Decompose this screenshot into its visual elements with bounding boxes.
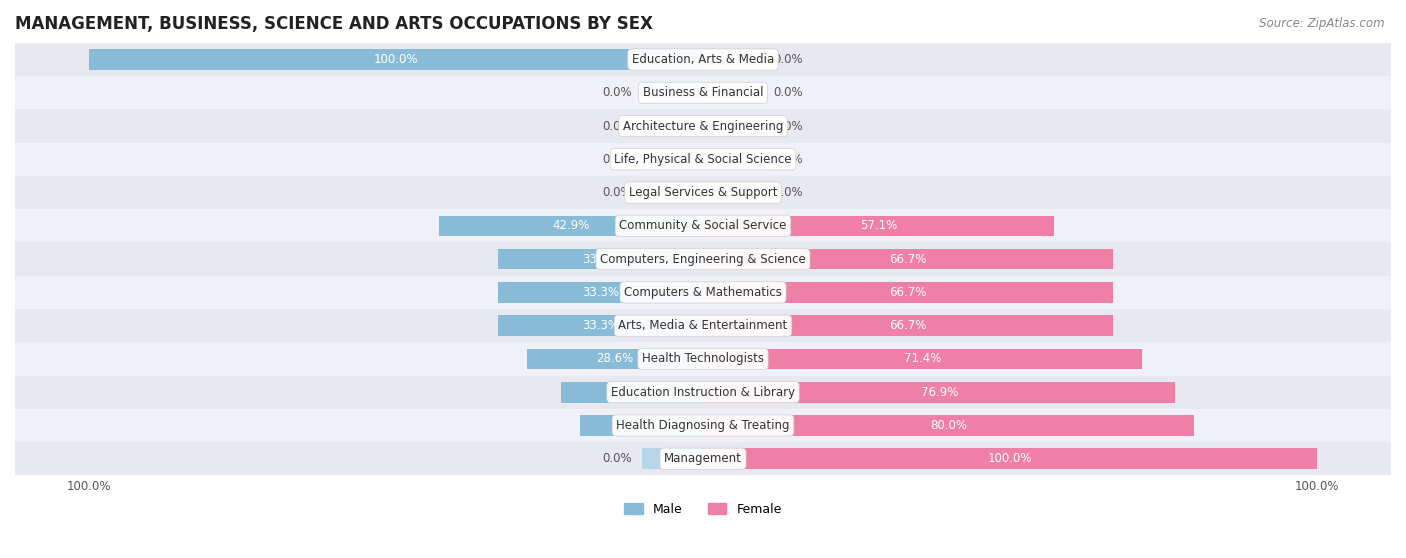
Bar: [581, 415, 703, 436]
Bar: [703, 415, 1195, 436]
Text: 0.0%: 0.0%: [773, 119, 803, 133]
Bar: [440, 215, 703, 236]
Bar: [561, 382, 703, 402]
Text: 57.1%: 57.1%: [859, 219, 897, 232]
Bar: [15, 442, 1391, 475]
Text: 0.0%: 0.0%: [603, 119, 633, 133]
Text: 33.3%: 33.3%: [582, 253, 619, 266]
Text: Business & Financial: Business & Financial: [643, 86, 763, 99]
Bar: [641, 182, 703, 203]
Text: 66.7%: 66.7%: [889, 286, 927, 299]
Bar: [641, 149, 703, 170]
Bar: [527, 349, 703, 369]
Text: 33.3%: 33.3%: [582, 319, 619, 332]
Text: 20.0%: 20.0%: [623, 419, 661, 432]
Text: 0.0%: 0.0%: [603, 452, 633, 465]
Bar: [641, 83, 703, 103]
Text: 33.3%: 33.3%: [582, 286, 619, 299]
Bar: [15, 43, 1391, 76]
Bar: [15, 176, 1391, 209]
Bar: [15, 276, 1391, 309]
Text: 100.0%: 100.0%: [374, 53, 418, 66]
Bar: [703, 182, 765, 203]
Bar: [15, 309, 1391, 342]
Bar: [15, 209, 1391, 243]
Bar: [15, 76, 1391, 109]
Text: Community & Social Service: Community & Social Service: [619, 219, 787, 232]
Bar: [703, 382, 1175, 402]
Bar: [89, 49, 703, 70]
Bar: [703, 215, 1053, 236]
Text: 80.0%: 80.0%: [931, 419, 967, 432]
Text: 71.4%: 71.4%: [904, 353, 941, 365]
Bar: [641, 449, 703, 469]
Text: 0.0%: 0.0%: [773, 53, 803, 66]
Text: 23.1%: 23.1%: [613, 386, 651, 399]
Text: 100.0%: 100.0%: [988, 452, 1032, 465]
Bar: [703, 116, 765, 136]
Text: Health Technologists: Health Technologists: [643, 353, 763, 365]
Text: 0.0%: 0.0%: [603, 86, 633, 99]
Bar: [703, 282, 1112, 302]
Bar: [703, 49, 765, 70]
Bar: [703, 315, 1112, 336]
Text: Source: ZipAtlas.com: Source: ZipAtlas.com: [1260, 17, 1385, 30]
Text: 0.0%: 0.0%: [603, 186, 633, 199]
Text: 0.0%: 0.0%: [773, 186, 803, 199]
Bar: [703, 149, 765, 170]
Text: Computers & Mathematics: Computers & Mathematics: [624, 286, 782, 299]
Text: 0.0%: 0.0%: [773, 86, 803, 99]
Text: Arts, Media & Entertainment: Arts, Media & Entertainment: [619, 319, 787, 332]
Bar: [703, 349, 1142, 369]
Bar: [15, 109, 1391, 143]
Text: Computers, Engineering & Science: Computers, Engineering & Science: [600, 253, 806, 266]
Text: 0.0%: 0.0%: [603, 153, 633, 166]
Text: Management: Management: [664, 452, 742, 465]
Text: 66.7%: 66.7%: [889, 319, 927, 332]
Text: 76.9%: 76.9%: [921, 386, 957, 399]
Bar: [15, 342, 1391, 376]
Bar: [499, 249, 703, 270]
Bar: [703, 83, 765, 103]
Text: Architecture & Engineering: Architecture & Engineering: [623, 119, 783, 133]
Bar: [499, 315, 703, 336]
Text: Life, Physical & Social Science: Life, Physical & Social Science: [614, 153, 792, 166]
Text: Education, Arts & Media: Education, Arts & Media: [631, 53, 775, 66]
Bar: [15, 409, 1391, 442]
Text: 42.9%: 42.9%: [553, 219, 591, 232]
Text: 66.7%: 66.7%: [889, 253, 927, 266]
Legend: Male, Female: Male, Female: [619, 498, 787, 521]
Bar: [703, 449, 1317, 469]
Bar: [641, 116, 703, 136]
Text: Education Instruction & Library: Education Instruction & Library: [612, 386, 794, 399]
Text: MANAGEMENT, BUSINESS, SCIENCE AND ARTS OCCUPATIONS BY SEX: MANAGEMENT, BUSINESS, SCIENCE AND ARTS O…: [15, 15, 652, 33]
Bar: [15, 243, 1391, 276]
Bar: [15, 376, 1391, 409]
Bar: [499, 282, 703, 302]
Text: Health Diagnosing & Treating: Health Diagnosing & Treating: [616, 419, 790, 432]
Text: Legal Services & Support: Legal Services & Support: [628, 186, 778, 199]
Text: 0.0%: 0.0%: [773, 153, 803, 166]
Bar: [703, 249, 1112, 270]
Text: 28.6%: 28.6%: [596, 353, 634, 365]
Bar: [15, 143, 1391, 176]
